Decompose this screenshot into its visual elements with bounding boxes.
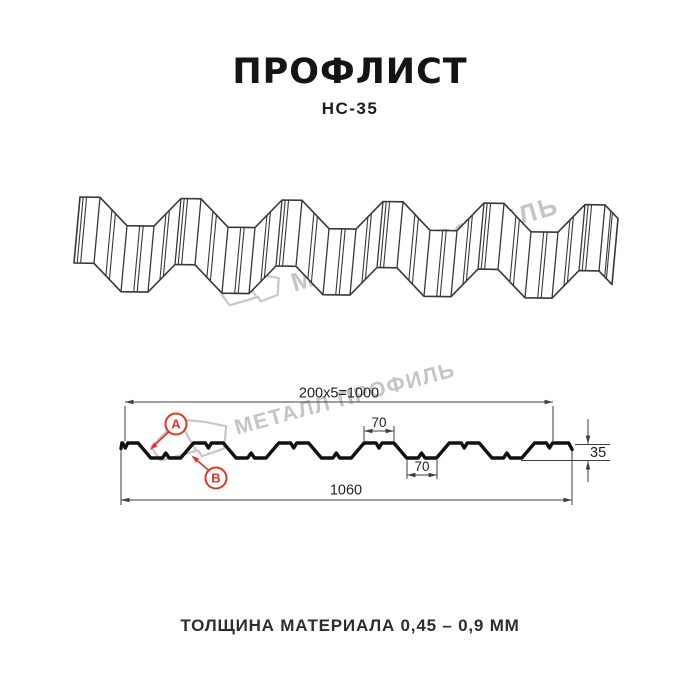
red-callouts <box>150 412 228 490</box>
callout-b-label: В <box>211 471 220 486</box>
dim-label-overall-width: 1060 <box>330 483 362 499</box>
sheet-3d-view <box>73 196 619 299</box>
dim-label-bottom-flange: 70 <box>414 459 429 474</box>
dimension-lines <box>120 399 610 505</box>
profile-model-subtitle: НС-35 <box>321 99 379 118</box>
callout-a-label: А <box>171 417 181 432</box>
dim-label-top-flange: 70 <box>371 415 386 430</box>
dim-label-height: 35 <box>590 445 606 461</box>
cross-section-profile <box>119 441 574 460</box>
page-title: ПРОФЛИСТ <box>232 52 468 92</box>
watermark-bottom: МЕТАЛЛ ПРОФИЛЬ <box>150 357 458 462</box>
material-thickness-note: ТОЛЩИНА МАТЕРИАЛА 0,45 – 0,9 ММ <box>180 616 520 635</box>
dim-label-top-modules: 200x5=1000 <box>299 386 379 402</box>
